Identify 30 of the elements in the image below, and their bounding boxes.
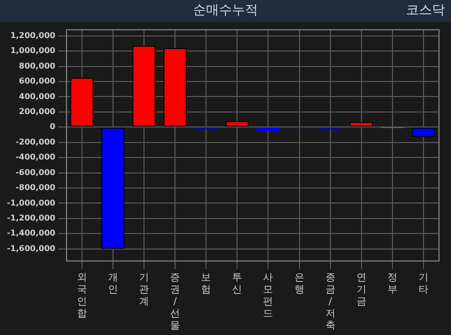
y-tick-label: -1,000,000 [6,198,56,208]
y-tick-label: 0 [50,122,56,132]
y-tick-label: 200,000 [18,107,56,116]
y-tick-label: -1,200,000 [6,213,56,222]
chart-title: 순매수누적 [193,3,258,18]
x-tick-label: 보험 [201,272,212,296]
x-tick-label: 기타 [418,272,428,296]
x-tick-label: 기관계 [138,272,149,308]
x-tick-label: 외국인합 [76,272,87,320]
text: 코스닥 [406,2,445,20]
y-tick-label: -400,000 [16,152,56,162]
x-tick-label: 은행 [294,272,304,296]
y-tick-label: -1,600,000 [6,244,56,253]
y-tick-label: -600,000 [16,168,56,177]
x-tick-label: 투신 [232,272,242,296]
y-tick-label: 400,000 [18,92,56,101]
y-tick-label: -1,400,000 [6,228,56,238]
y-tick-label: -200,000 [16,137,56,146]
y-tick-label: 800,000 [18,61,56,70]
x-tick-label: 개인 [108,272,118,296]
y-tick-label: 1,000,000 [10,46,56,56]
x-tick-label: 종금/저축 [325,272,336,332]
x-tick-label: 사모펀드 [263,272,274,320]
y-tick-label: 1,200,000 [10,30,56,40]
y-tick-label: -800,000 [16,183,56,192]
bar [256,128,280,131]
y-tick-label: 600,000 [18,76,56,86]
x-tick-label: 증권/선물 [170,272,180,332]
x-tick-label: 정부 [387,272,398,296]
x-tick-label: 연기금 [356,272,366,308]
